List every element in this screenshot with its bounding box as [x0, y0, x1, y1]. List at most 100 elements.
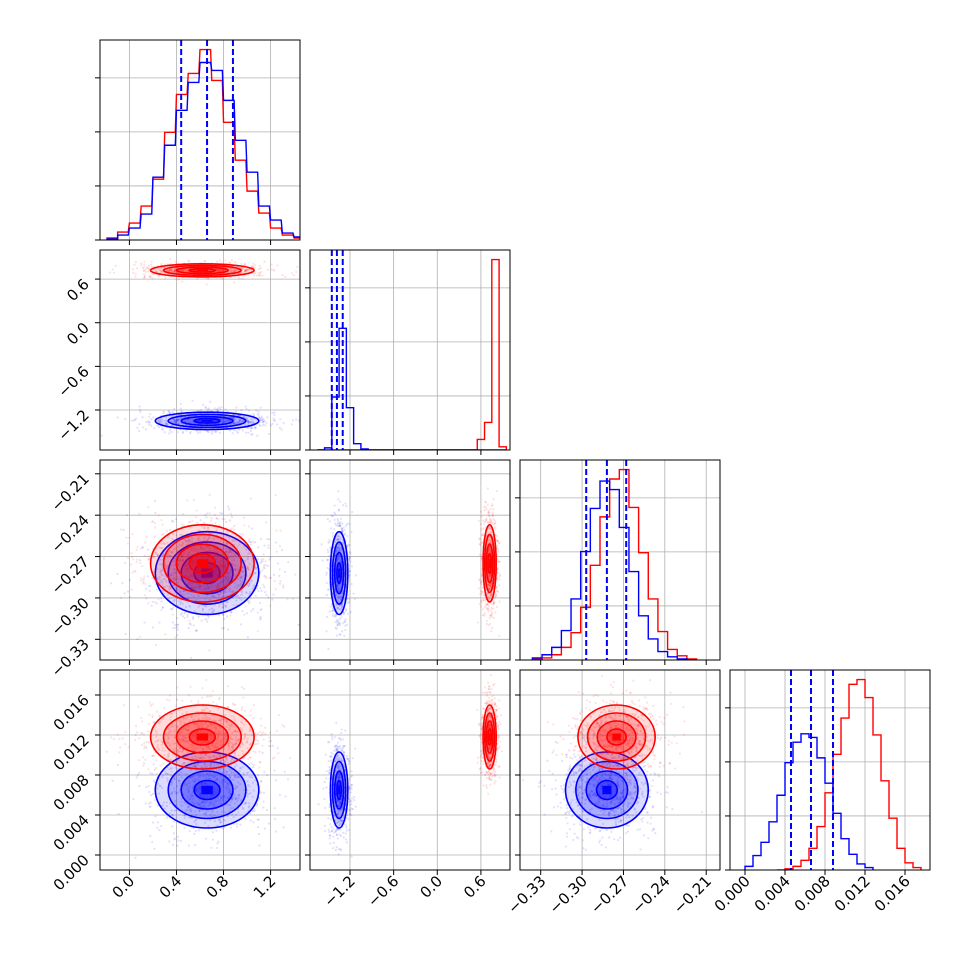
scatter-point [215, 548, 218, 551]
scatter-point [150, 265, 153, 268]
scatter-point [207, 529, 210, 532]
scatter-point [236, 421, 240, 424]
scatter-point [220, 565, 223, 568]
scatter-point [173, 419, 177, 422]
scatter-point [135, 558, 139, 561]
scatter-point [222, 613, 225, 617]
scatter-point [179, 558, 182, 562]
scatter-point [272, 417, 275, 420]
scatter-point [168, 588, 171, 591]
scatter-point [133, 569, 136, 572]
scatter-point [175, 586, 178, 589]
scatter-point [147, 602, 150, 605]
scatter-point [243, 545, 246, 548]
scatter-point [181, 555, 184, 558]
scatter-point [226, 587, 230, 590]
scatter-point [218, 582, 221, 585]
scatter-point [128, 596, 131, 599]
scatter-point [221, 605, 224, 608]
scatter-point [330, 514, 333, 517]
scatter-point [194, 629, 197, 632]
scatter-point [331, 610, 334, 613]
scatter-point [326, 548, 329, 551]
scatter-point [229, 587, 232, 590]
scatter-point [152, 763, 155, 766]
scatter-point [194, 586, 197, 589]
scatter-point [173, 538, 176, 542]
scatter-point [179, 602, 182, 606]
scatter-point [166, 568, 169, 571]
scatter-point [254, 426, 257, 429]
scatter-point [134, 733, 137, 737]
histogram-red [106, 48, 300, 240]
scatter-point [243, 524, 246, 527]
scatter-point [171, 414, 174, 418]
scatter-point [157, 514, 160, 517]
scatter-point [162, 532, 165, 535]
scatter-point [204, 579, 207, 583]
scatter-point [169, 555, 172, 558]
scatter-point [207, 431, 210, 434]
scatter-point [498, 560, 501, 563]
scatter-point [167, 597, 171, 600]
scatter-point [134, 275, 137, 278]
scatter-point [489, 609, 493, 612]
scatter-point [145, 420, 148, 424]
scatter-point [348, 570, 352, 573]
scatter-point [218, 563, 221, 566]
scatter-point [261, 751, 264, 755]
scatter-point [336, 549, 339, 552]
scatter-point [188, 619, 191, 622]
scatter-point [210, 595, 213, 598]
scatter-point [177, 418, 180, 421]
scatter-point [252, 265, 255, 268]
scatter-point [179, 839, 183, 842]
scatter-point [241, 609, 244, 613]
scatter-point [199, 409, 203, 412]
contour-line [162, 533, 242, 594]
scatter-point [249, 819, 252, 822]
scatter-point [223, 563, 226, 566]
scatter-point [228, 270, 231, 274]
scatter-point [214, 602, 217, 605]
scatter-point [153, 847, 156, 850]
scatter-point [333, 504, 336, 507]
scatter-point [196, 551, 200, 554]
scatter-point [189, 573, 193, 576]
scatter-point [243, 262, 247, 265]
scatter-point [213, 571, 216, 574]
scatter-point [185, 269, 188, 272]
scatter-point [259, 406, 262, 409]
scatter-point [153, 798, 156, 801]
scatter-point [239, 623, 243, 626]
contour-line [180, 415, 234, 427]
scatter-point [216, 585, 220, 589]
scatter-point [210, 607, 213, 610]
scatter-point [192, 498, 195, 501]
scatter-point [197, 431, 200, 435]
scatter-point [175, 534, 178, 537]
scatter-point [487, 608, 490, 611]
scatter-point [161, 546, 164, 550]
scatter-point [193, 549, 196, 552]
scatter-point [213, 513, 217, 516]
scatter-point [233, 575, 237, 578]
scatter-point [241, 569, 244, 573]
scatter-point [190, 656, 193, 659]
scatter-point [148, 554, 151, 557]
scatter-point [226, 572, 229, 575]
scatter-point [261, 560, 264, 563]
scatter-point [154, 815, 157, 818]
scatter-point [338, 622, 341, 625]
scatter-point [137, 429, 141, 433]
scatter-point [244, 270, 247, 273]
scatter-point [232, 568, 236, 571]
scatter-point [336, 557, 339, 560]
scatter-point [290, 272, 293, 275]
scatter-point [492, 498, 495, 501]
scatter-point [179, 613, 183, 616]
scatter-point [200, 557, 204, 560]
scatter-point [257, 271, 260, 274]
scatter-point [247, 568, 250, 572]
scatter-point [160, 421, 163, 424]
